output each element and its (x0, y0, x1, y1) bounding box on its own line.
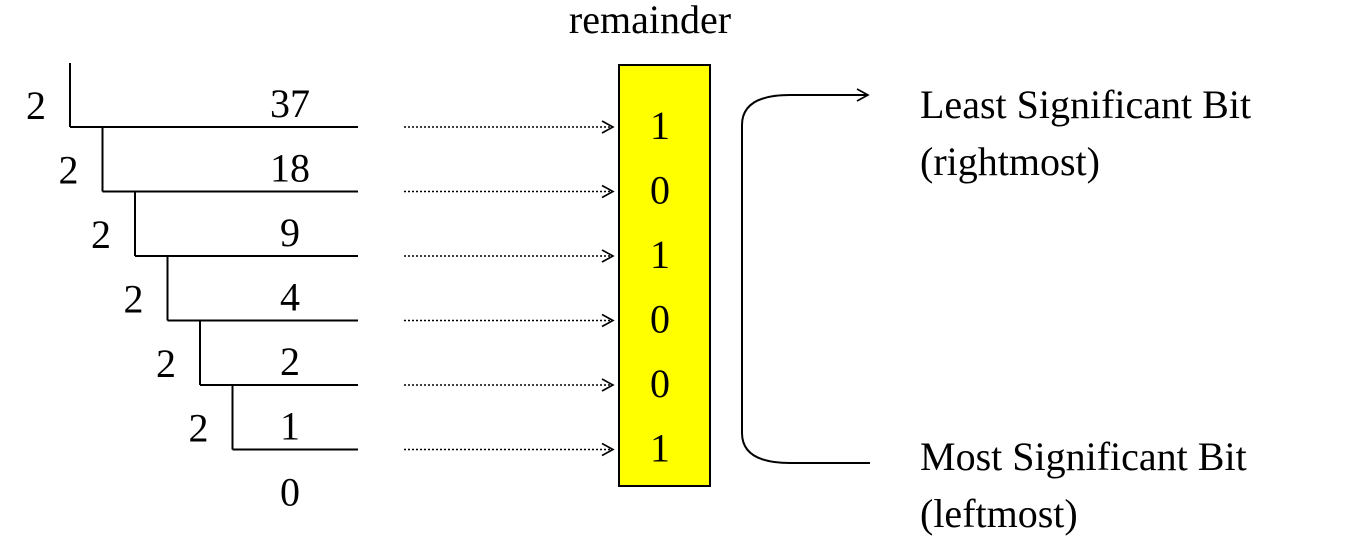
dividend: 1 (280, 404, 300, 449)
remainder-digit: 0 (650, 297, 670, 342)
remainder-digit: 0 (650, 168, 670, 213)
msb-title: Most Significant Bit (920, 434, 1247, 479)
remainder-arrows (404, 120, 615, 457)
divisor: 2 (91, 212, 111, 257)
dividend: 37 (270, 81, 310, 126)
divisor: 2 (189, 406, 209, 451)
msb-note: (leftmost) (920, 491, 1078, 536)
lsb-msb-bracket-arrow (741, 88, 870, 464)
divisor: 2 (156, 341, 176, 386)
divisor: 2 (26, 83, 46, 128)
divisor: 2 (124, 277, 144, 322)
dividend: 4 (280, 275, 300, 320)
division-ladder: 2 372 182 92 42 22 10 (26, 63, 358, 515)
remainder-box (618, 64, 711, 487)
remainder-digit: 1 (650, 426, 670, 471)
dividend: 2 (280, 339, 300, 384)
dividend: 18 (270, 146, 310, 191)
dividend: 9 (280, 210, 300, 255)
remainder-digit: 0 (650, 361, 670, 406)
remainder-digit: 1 (650, 232, 670, 277)
remainder-digits: 1 0 1 0 0 1 (650, 103, 670, 471)
remainder-label: remainder (569, 0, 731, 42)
remainder-digit: 1 (650, 103, 670, 148)
lsb-title: Least Significant Bit (920, 82, 1251, 127)
divisor: 2 (59, 148, 79, 193)
final-quotient: 0 (280, 470, 300, 515)
lsb-note: (rightmost) (920, 139, 1100, 184)
